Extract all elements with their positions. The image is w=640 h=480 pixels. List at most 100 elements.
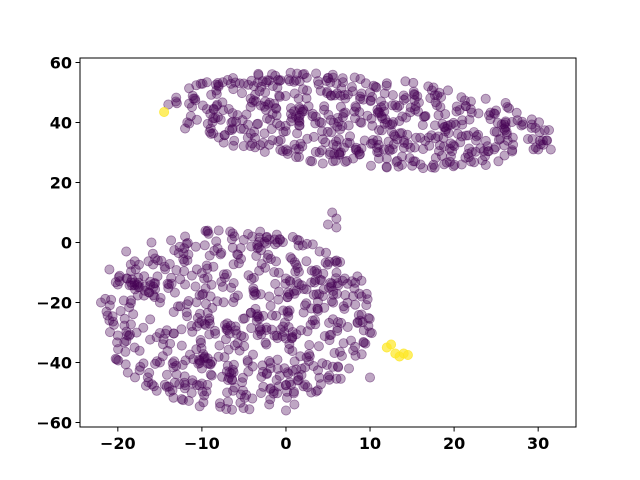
data-point — [172, 301, 183, 312]
data-point — [326, 278, 337, 289]
data-point — [280, 144, 291, 155]
data-point — [330, 256, 341, 267]
data-point — [290, 266, 301, 277]
data-point — [200, 298, 211, 309]
data-point — [375, 96, 386, 107]
data-point — [121, 246, 132, 257]
data-point — [287, 112, 298, 123]
data-point — [271, 310, 282, 321]
data-point — [263, 234, 274, 245]
data-point — [368, 80, 379, 91]
data-point — [122, 273, 133, 284]
data-point — [191, 297, 202, 308]
data-point — [334, 346, 345, 357]
data-point — [151, 356, 162, 367]
data-point — [160, 264, 171, 275]
data-point — [398, 90, 409, 101]
data-point — [314, 117, 325, 128]
data-point — [364, 87, 375, 98]
data-point — [321, 75, 332, 86]
data-point — [183, 295, 194, 306]
data-point — [284, 343, 295, 354]
data-point — [252, 243, 263, 254]
data-point — [104, 264, 115, 275]
data-point — [324, 370, 335, 381]
data-point — [171, 369, 182, 380]
data-point — [208, 104, 219, 115]
data-point — [372, 107, 383, 118]
data-point — [140, 380, 151, 391]
data-point — [130, 264, 141, 275]
data-point — [228, 84, 239, 95]
data-point — [180, 231, 191, 242]
data-point — [331, 267, 342, 278]
data-point — [332, 322, 343, 333]
data-point — [108, 319, 119, 330]
data-point — [274, 370, 285, 381]
data-point — [265, 357, 276, 368]
data-point — [402, 349, 413, 360]
data-point — [119, 320, 130, 331]
data-point — [218, 269, 229, 280]
data-point — [269, 267, 280, 278]
data-point — [353, 309, 364, 320]
data-point — [210, 328, 221, 339]
data-point — [228, 359, 239, 370]
data-point — [538, 139, 549, 150]
data-point — [292, 68, 303, 79]
data-point — [526, 119, 537, 130]
data-point — [122, 330, 133, 341]
data-point — [285, 103, 296, 114]
data-point — [226, 368, 237, 379]
data-point — [327, 207, 338, 218]
data-point — [499, 119, 510, 130]
data-point — [269, 234, 280, 245]
data-point — [350, 350, 361, 361]
data-point — [283, 74, 294, 85]
data-point — [313, 341, 324, 352]
data-point — [275, 134, 286, 145]
data-point — [408, 156, 419, 167]
data-point — [125, 259, 136, 270]
data-point — [500, 117, 511, 128]
data-point — [177, 395, 188, 406]
data-point — [148, 290, 159, 301]
data-point — [293, 371, 304, 382]
data-point — [323, 73, 334, 84]
data-point — [187, 90, 198, 101]
data-point — [309, 315, 320, 326]
data-point — [332, 317, 343, 328]
data-point — [444, 156, 455, 167]
data-point — [327, 156, 338, 167]
data-point — [297, 141, 308, 152]
data-point — [314, 289, 325, 300]
data-point — [175, 274, 186, 285]
data-point — [174, 241, 185, 252]
data-point — [169, 377, 180, 388]
data-point — [283, 368, 294, 379]
data-point — [257, 76, 268, 87]
data-point — [228, 259, 239, 270]
data-point — [163, 99, 174, 110]
data-point — [388, 139, 399, 150]
data-point — [345, 335, 356, 346]
data-point — [308, 360, 319, 371]
data-point — [214, 340, 225, 351]
data-point — [448, 161, 459, 172]
data-point — [352, 271, 363, 282]
data-point — [437, 118, 448, 129]
data-point — [148, 259, 159, 270]
data-point — [133, 272, 144, 283]
data-point — [370, 81, 381, 92]
data-point — [158, 333, 169, 344]
data-point — [296, 280, 307, 291]
data-point — [396, 159, 407, 170]
data-point — [352, 317, 363, 328]
data-point — [268, 388, 279, 399]
data-point — [205, 123, 216, 134]
data-point — [336, 317, 347, 328]
data-point — [160, 328, 171, 339]
data-point — [405, 102, 416, 113]
data-point — [284, 377, 295, 388]
data-point — [289, 139, 300, 150]
